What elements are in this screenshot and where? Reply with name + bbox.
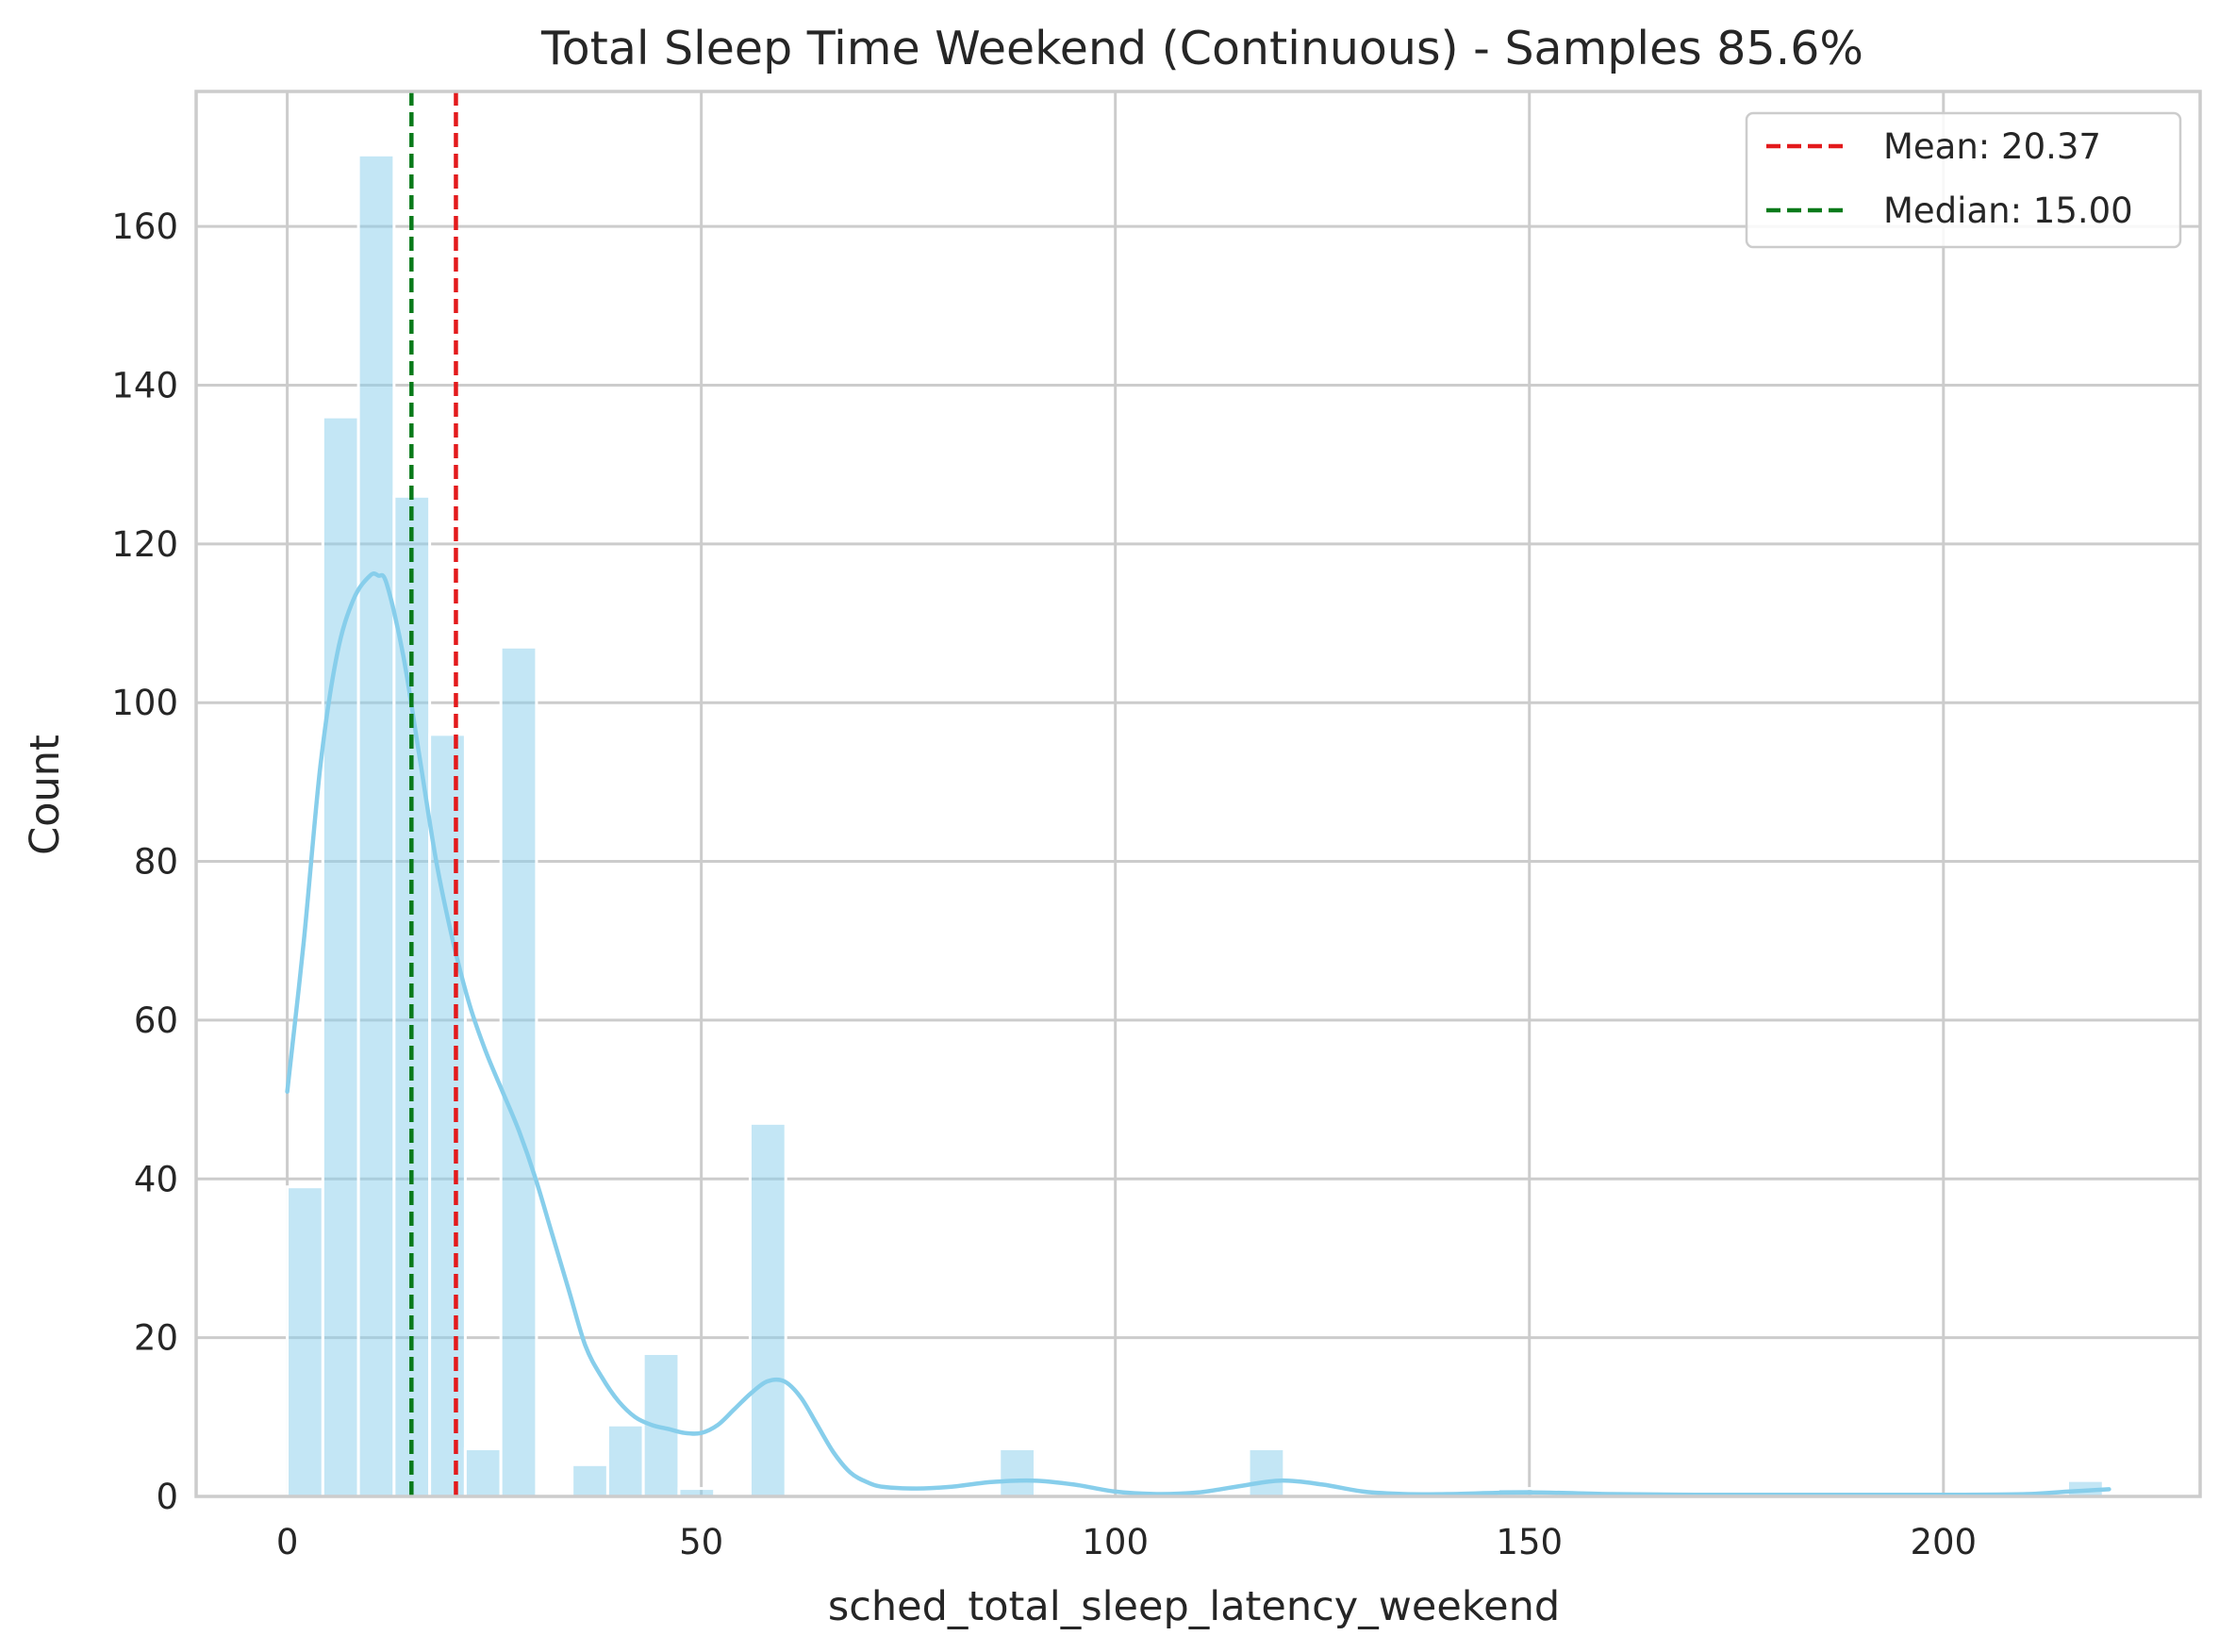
y-tick-label: 60 <box>134 1000 178 1041</box>
x-tick-label: 200 <box>1910 1522 1977 1562</box>
x-axis-ticks: 0 50 100 150 200 <box>276 1522 1977 1562</box>
plot-spines <box>194 90 2202 1498</box>
histogram-bar <box>463 1446 503 1498</box>
histogram-bar <box>605 1423 645 1498</box>
y-tick-label: 140 <box>111 365 178 405</box>
legend-label: Mean: 20.37 <box>1883 126 2101 167</box>
y-tick-label: 80 <box>134 842 178 883</box>
histogram-bar <box>571 1462 609 1498</box>
y-tick-label: 100 <box>111 683 178 723</box>
histogram-bar <box>356 153 396 1498</box>
kde-curve <box>285 571 2111 1497</box>
y-tick-label: 120 <box>111 524 178 565</box>
reference-lines <box>409 91 458 1496</box>
kde-curve-group <box>285 571 2111 1497</box>
y-axis-ticks: 0 20 40 60 80 100 120 140 160 <box>111 206 178 1517</box>
histogram-bars <box>286 153 2105 1498</box>
chart-title: Total Sleep Time Weekend (Continuous) - … <box>540 22 1863 75</box>
x-tick-label: 50 <box>679 1522 723 1562</box>
histogram-bar <box>499 645 538 1498</box>
histogram-bar <box>1247 1446 1286 1498</box>
legend-box <box>1745 111 2182 249</box>
histogram-bar <box>321 415 360 1498</box>
y-tick-label: 20 <box>134 1318 178 1359</box>
y-tick-label: 0 <box>156 1477 178 1517</box>
x-tick-label: 0 <box>276 1522 299 1562</box>
y-tick-label: 40 <box>134 1159 178 1199</box>
x-axis-label: sched_total_sleep_latency_weekend <box>828 1583 1560 1630</box>
x-tick-label: 150 <box>1496 1522 1563 1562</box>
histogram-bar <box>286 1185 324 1498</box>
y-axis-label: Count <box>22 735 69 855</box>
y-tick-label: 160 <box>111 206 178 247</box>
histogram-bar <box>748 1121 787 1498</box>
legend-label: Median: 15.00 <box>1883 190 2133 231</box>
plot-frame <box>194 90 2202 1498</box>
x-tick-label: 100 <box>1082 1522 1149 1562</box>
histogram-bar <box>998 1446 1037 1498</box>
legend: Mean: 20.37 Median: 15.00 <box>1745 111 2182 249</box>
